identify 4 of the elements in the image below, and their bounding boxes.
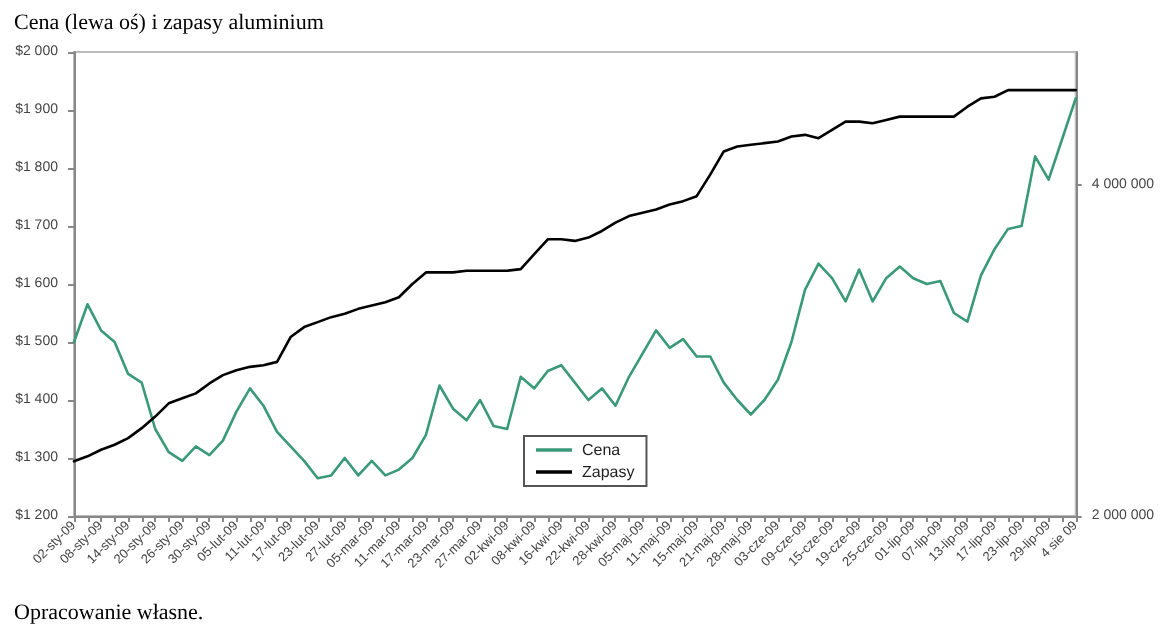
text: Opracowanie własne. <box>14 601 204 625</box>
legend-label: Cena <box>582 441 622 459</box>
chart-title: Cena (lewa oś) i zapasy aluminium <box>14 11 325 35</box>
legend-label: Zapasy <box>582 463 635 481</box>
